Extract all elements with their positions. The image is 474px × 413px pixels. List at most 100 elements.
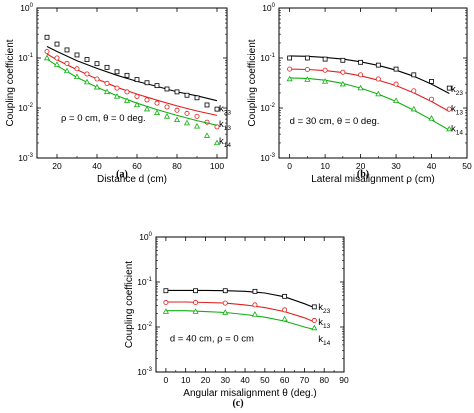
data-point-k23	[358, 59, 363, 65]
panel-label: (a)	[116, 169, 128, 180]
data-point-k23	[194, 95, 200, 101]
series-k13: k13	[44, 48, 231, 132]
series-label-k14: k14	[451, 123, 463, 136]
x-tick-label: 60	[280, 375, 290, 385]
series-k14: k14	[286, 75, 463, 136]
data-point-k14	[392, 97, 400, 103]
panel-label: (b)	[357, 169, 369, 180]
condition-annotation: d = 40 cm, ρ = 0 cm	[170, 333, 254, 344]
data-point-k14	[63, 67, 71, 74]
data-point-k14	[43, 54, 51, 61]
data-point-k14	[163, 113, 171, 119]
chart-panel-c: 10-3 10-2 10-1 100 0 10 20 30 40 50 60 70 80 90 Angula…	[124, 232, 349, 409]
chart-panel-a: 10-3 10-2 10-1 100 20 40 60 80 100 Distance d (cm…	[5, 3, 231, 185]
data-point-k23	[134, 77, 140, 82]
data-point-k13	[44, 48, 50, 54]
data-point-k23	[144, 80, 150, 86]
series-line-k14	[289, 77, 450, 131]
x-tick-label: 50	[260, 375, 270, 385]
data-point-k14	[410, 105, 417, 112]
condition-annotation: d = 30 cm, θ = 0 deg.	[290, 116, 380, 127]
data-point-k23	[124, 72, 130, 78]
data-point-k23	[322, 56, 328, 62]
y-tick-label: 100	[20, 3, 33, 13]
data-point-k14	[428, 115, 435, 121]
data-point-k14	[73, 73, 81, 80]
data-point-k23	[44, 34, 50, 40]
data-point-k23	[154, 83, 160, 89]
data-point-k23	[193, 288, 198, 294]
data-point-k23	[164, 86, 170, 92]
data-point-k13	[124, 89, 130, 95]
data-point-k13	[446, 106, 452, 112]
condition-annotation: ρ = 0 cm, θ = 0 deg.	[61, 113, 146, 124]
x-tick-label: 20	[52, 161, 62, 171]
series-line-k23	[289, 55, 450, 94]
data-point-k14	[93, 83, 101, 90]
series-k23: k23	[287, 55, 463, 97]
series-k13: k13	[163, 300, 331, 330]
series-label-k23: k23	[318, 302, 330, 315]
data-point-k23	[163, 288, 169, 294]
data-point-k14	[123, 97, 131, 103]
data-point-k13	[163, 300, 169, 306]
data-point-k13	[194, 113, 200, 119]
data-point-k13	[154, 100, 160, 106]
y-axis-label: Coupling coefficient	[247, 39, 258, 126]
data-point-k13	[252, 302, 258, 308]
data-point-k23	[222, 288, 228, 294]
data-point-k13	[134, 93, 140, 99]
y-tick-label: 10-3	[18, 153, 33, 163]
data-point-k23	[184, 92, 190, 98]
data-point-k13	[282, 307, 288, 313]
data-point-k14	[103, 88, 111, 95]
x-tick-label: 70	[300, 375, 310, 385]
data-point-k23	[311, 304, 317, 310]
series-line-k13	[46, 53, 218, 116]
x-tick-label: 40	[92, 161, 102, 171]
data-point-k14	[322, 78, 329, 84]
data-point-k14	[173, 116, 181, 123]
data-point-k14	[375, 90, 382, 97]
series-label-k23: k23	[219, 104, 231, 117]
data-point-k14	[304, 76, 311, 82]
data-point-k13	[64, 60, 70, 66]
data-point-k13	[193, 300, 199, 306]
x-tick-label: 30	[391, 161, 401, 171]
series-k14: k14	[162, 308, 331, 347]
series-k14: k14	[43, 54, 231, 149]
data-point-k13	[84, 71, 90, 77]
data-point-k23	[74, 52, 80, 58]
data-point-k23	[94, 61, 100, 67]
data-point-k13	[104, 80, 110, 86]
x-tick-label: 60	[132, 161, 142, 171]
data-point-k14	[133, 101, 141, 108]
data-point-k23	[393, 66, 399, 72]
data-point-k14	[357, 84, 364, 91]
data-point-k23	[429, 79, 434, 84]
chart-panel-b: 10-3 10-2 10-1 100 0 10 20 30 40 50 Lateral misali…	[247, 3, 472, 185]
data-point-k13	[322, 67, 328, 73]
y-tick-label: 10-1	[137, 277, 152, 287]
data-point-k13	[393, 81, 399, 87]
data-point-k13	[184, 110, 190, 116]
data-point-k13	[222, 300, 228, 306]
y-axis-label: Coupling coefficient	[5, 39, 16, 126]
data-point-k23	[304, 55, 310, 61]
x-tick-label: 80	[319, 375, 329, 385]
x-tick-label: 0	[164, 375, 169, 385]
x-tick-label: 40	[240, 375, 250, 385]
data-point-k23	[446, 85, 452, 91]
data-point-k23	[84, 57, 90, 62]
series-label-k14: k14	[318, 334, 330, 347]
x-tick-label: 30	[221, 375, 231, 385]
x-tick-label: 40	[427, 161, 437, 171]
x-tick-label: 100	[210, 161, 224, 171]
data-point-k14	[203, 132, 211, 138]
series-k23: k23	[163, 288, 331, 315]
data-point-k14	[53, 61, 61, 67]
data-point-k14	[213, 139, 221, 146]
data-point-k14	[281, 315, 288, 322]
data-point-k13	[144, 97, 150, 103]
data-point-k23	[252, 288, 258, 294]
